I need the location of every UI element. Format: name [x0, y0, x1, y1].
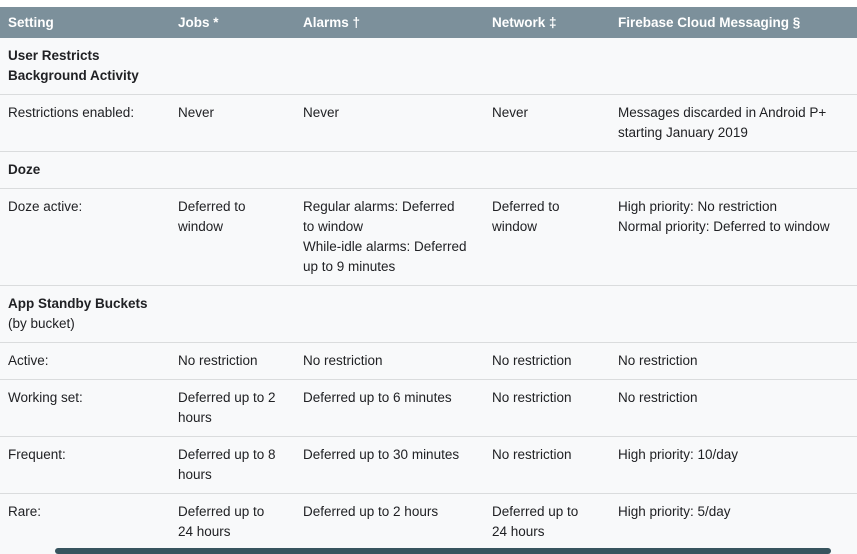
cell-text: Deferred up to 2 hours: [303, 504, 439, 519]
section-row-doze: Doze: [0, 151, 857, 189]
cell-text: Doze active:: [8, 199, 83, 214]
table-row-frequent: Frequent: Deferred up to 8 hours Deferre…: [0, 436, 857, 494]
section-row-app-standby-buckets: App Standby Buckets (by bucket): [0, 285, 857, 343]
setting-cell: Doze active:: [0, 188, 170, 286]
cell-text: High priority: 10/day: [618, 447, 739, 462]
cell-text: Deferred up to 6 minutes: [303, 390, 452, 405]
column-header-setting: Setting: [0, 7, 170, 38]
section-row-user-restricts: User Restricts Background Activity: [0, 38, 857, 95]
cell-text: No restriction: [492, 353, 572, 368]
table-header: Setting Jobs * Alarms † Network ‡ Fireba…: [0, 7, 857, 38]
cell-text: Never: [303, 105, 340, 120]
cell-text: Frequent:: [8, 447, 66, 462]
setting-cell: Active:: [0, 342, 170, 380]
fcm-cell: High priority: 10/day: [610, 436, 857, 494]
jobs-cell: Deferred up to 2 hours: [170, 379, 295, 437]
cell-text: Active:: [8, 353, 49, 368]
cell-text: Restrictions enabled:: [8, 105, 135, 120]
cell-text: Working set:: [8, 390, 83, 405]
section-title-line: App Standby Buckets: [8, 296, 148, 311]
cell-text: Rare:: [8, 504, 42, 519]
column-header-alarms: Alarms †: [295, 7, 484, 38]
fcm-cell: No restriction: [610, 379, 857, 437]
column-header-fcm: Firebase Cloud Messaging §: [610, 7, 857, 38]
jobs-cell: Deferred up to 8 hours: [170, 436, 295, 494]
cell-text: Deferred to window: [178, 199, 246, 234]
section-title-line: Background Activity: [8, 68, 139, 83]
column-header-network: Network ‡: [484, 7, 610, 38]
setting-cell: Rare:: [0, 493, 170, 550]
network-cell: No restriction: [484, 342, 610, 380]
section-title-line: User Restricts: [8, 48, 100, 63]
cell-text: Deferred up to 8 hours: [178, 447, 276, 482]
cell-text: No restriction: [303, 353, 383, 368]
section-title-cell: User Restricts Background Activity: [0, 38, 857, 95]
cell-text: Deferred up to 30 minutes: [303, 447, 460, 462]
jobs-cell: Deferred up to 24 hours: [170, 493, 295, 550]
cell-text: Deferred to window: [492, 199, 560, 234]
alarms-cell: Deferred up to 6 minutes: [295, 379, 484, 437]
section-title-cell: App Standby Buckets (by bucket): [0, 285, 857, 343]
cell-text: No restriction: [618, 353, 698, 368]
table-row-rare: Rare: Deferred up to 24 hours Deferred u…: [0, 493, 857, 550]
network-cell: Deferred to window: [484, 188, 610, 286]
alarms-cell: No restriction: [295, 342, 484, 380]
cell-text: While-idle alarms: Deferred up to 9 minu…: [303, 239, 467, 274]
setting-cell: Frequent:: [0, 436, 170, 494]
cell-text: No restriction: [492, 447, 572, 462]
cell-text: High priority: 5/day: [618, 504, 731, 519]
alarms-cell: Deferred up to 2 hours: [295, 493, 484, 550]
cell-text: Never: [178, 105, 215, 120]
top-margin-strip: [0, 0, 857, 7]
fcm-cell: High priority: No restriction Normal pri…: [610, 188, 857, 286]
cell-text: No restriction: [178, 353, 258, 368]
jobs-cell: Never: [170, 94, 295, 152]
cell-text: Deferred up to 24 hours: [178, 504, 265, 539]
network-cell: No restriction: [484, 436, 610, 494]
table-row-working-set: Working set: Deferred up to 2 hours Defe…: [0, 379, 857, 437]
section-subtitle-line: (by bucket): [8, 316, 75, 331]
network-cell: No restriction: [484, 379, 610, 437]
table-body: User Restricts Background Activity Restr…: [0, 38, 857, 550]
network-cell: Deferred up to 24 hours: [484, 493, 610, 550]
setting-cell: Restrictions enabled:: [0, 94, 170, 152]
horizontal-scrollbar-thumb[interactable]: [55, 548, 831, 554]
alarms-cell: Deferred up to 30 minutes: [295, 436, 484, 494]
table-row-doze-active: Doze active: Deferred to window Regular …: [0, 188, 857, 286]
fcm-cell: Messages discarded in Android P+ startin…: [610, 94, 857, 152]
jobs-cell: Deferred to window: [170, 188, 295, 286]
cell-text: Regular alarms: Deferred to window: [303, 199, 455, 234]
power-management-restrictions-table: Setting Jobs * Alarms † Network ‡ Fireba…: [0, 7, 857, 550]
fcm-cell: High priority: 5/day: [610, 493, 857, 550]
cell-text: Normal priority: Deferred to window: [618, 219, 830, 234]
cell-text: Messages discarded in Android P+ startin…: [618, 105, 827, 140]
cell-text: Deferred up to 24 hours: [492, 504, 579, 539]
cell-text: No restriction: [618, 390, 698, 405]
alarms-cell: Regular alarms: Deferred to window While…: [295, 188, 484, 286]
table-row-restrictions-enabled: Restrictions enabled: Never Never Never …: [0, 94, 857, 152]
jobs-cell: No restriction: [170, 342, 295, 380]
section-title-line: Doze: [8, 162, 41, 177]
cell-text: Never: [492, 105, 529, 120]
cell-text: No restriction: [492, 390, 572, 405]
table-row-active: Active: No restriction No restriction No…: [0, 342, 857, 380]
fcm-cell: No restriction: [610, 342, 857, 380]
section-title-cell: Doze: [0, 151, 857, 189]
cell-text: High priority: No restriction: [618, 199, 778, 214]
network-cell: Never: [484, 94, 610, 152]
cell-text: Deferred up to 2 hours: [178, 390, 276, 425]
setting-cell: Working set:: [0, 379, 170, 437]
header-row: Setting Jobs * Alarms † Network ‡ Fireba…: [0, 7, 857, 38]
alarms-cell: Never: [295, 94, 484, 152]
column-header-jobs: Jobs *: [170, 7, 295, 38]
